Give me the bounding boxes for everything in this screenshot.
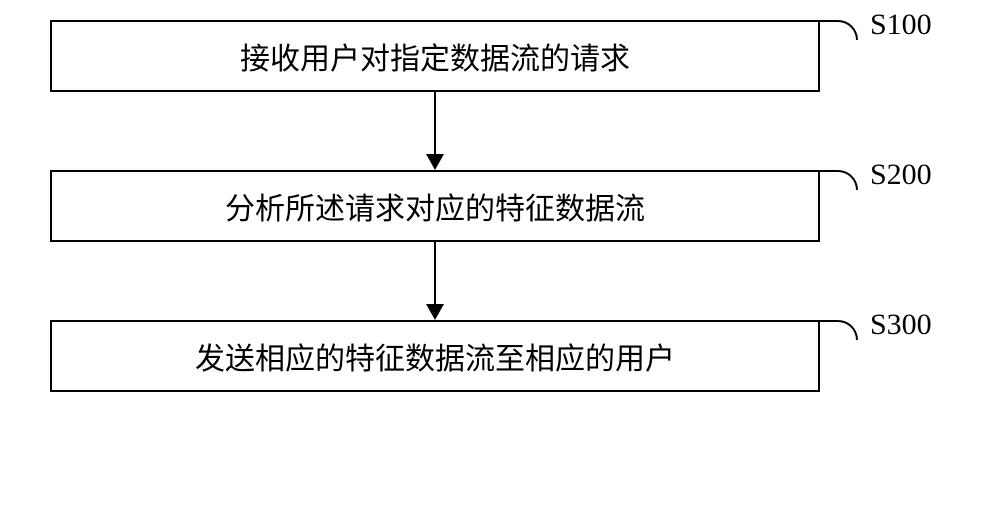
step-box-s200: 分析所述请求对应的特征数据流 bbox=[50, 170, 820, 242]
arrow-head-2 bbox=[426, 304, 444, 320]
step-text-s200: 分析所述请求对应的特征数据流 bbox=[225, 184, 645, 228]
step-text-s100: 接收用户对指定数据流的请求 bbox=[240, 34, 630, 78]
arrow-line-2 bbox=[434, 242, 436, 304]
arrow-line-1 bbox=[434, 92, 436, 154]
step-label-s200: S200 bbox=[870, 158, 932, 192]
step-box-s300: 发送相应的特征数据流至相应的用户 bbox=[50, 320, 820, 392]
arrow-1 bbox=[50, 92, 820, 170]
step-box-s100: 接收用户对指定数据流的请求 bbox=[50, 20, 820, 92]
arrow-head-1 bbox=[426, 154, 444, 170]
arrow-2 bbox=[50, 242, 820, 320]
step-text-s300: 发送相应的特征数据流至相应的用户 bbox=[195, 334, 675, 378]
step-label-s100: S100 bbox=[870, 8, 932, 42]
step-label-s300: S300 bbox=[870, 308, 932, 342]
flowchart-container: 接收用户对指定数据流的请求 分析所述请求对应的特征数据流 发送相应的特征数据流至… bbox=[50, 20, 950, 392]
